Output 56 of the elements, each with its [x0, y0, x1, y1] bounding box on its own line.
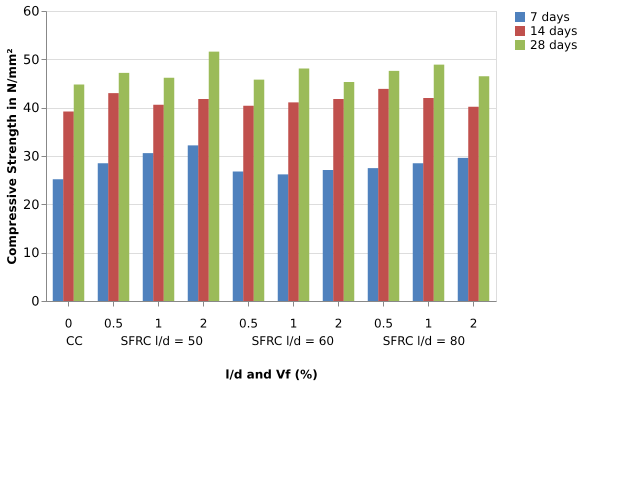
bar: [478, 76, 490, 301]
bar: [388, 70, 400, 301]
x-tick-label: 2: [334, 316, 342, 330]
bar: [63, 112, 74, 301]
x-tick-label: 2: [200, 316, 208, 330]
y-tick-label: 60: [22, 4, 40, 20]
x-tick-label: 0: [64, 316, 72, 330]
bar: [142, 153, 154, 301]
bar: [118, 72, 130, 301]
y-tick-label: 50: [22, 52, 40, 68]
x-tick-label: 0.5: [374, 316, 394, 330]
text: CC: [66, 334, 83, 348]
y-tick-label: 10: [22, 246, 40, 262]
bar: [423, 98, 434, 301]
y-tick-label: 30: [22, 150, 40, 164]
y-tick-label: 20: [22, 198, 40, 213]
x-tick-label: 1: [290, 316, 298, 330]
bar: [368, 168, 378, 301]
bar: [322, 170, 334, 301]
x-axis-title: l/d and Vf (%): [225, 368, 318, 382]
y-tick-label: 40: [22, 101, 40, 116]
bar: [278, 174, 288, 301]
legend-label: 7 days: [530, 10, 570, 24]
bar: [298, 68, 310, 301]
bar: [412, 163, 424, 301]
bar: [188, 145, 198, 301]
bar: [288, 102, 299, 301]
bar: [434, 64, 444, 301]
bar: [164, 78, 174, 301]
x-tick-label: 0.5: [238, 316, 258, 330]
bar: [198, 98, 209, 301]
x-tick-label: 1: [154, 316, 162, 330]
bar: [74, 84, 84, 301]
bar: [458, 158, 468, 301]
y-tick-label: 0: [31, 294, 40, 310]
text: SFRC l/d = 50: [120, 334, 203, 348]
bar: [153, 104, 164, 301]
x-tick-label: 1: [424, 316, 432, 330]
x-tick-label: 2: [470, 316, 478, 330]
bar: [468, 106, 479, 301]
text: SFRC l/d = 60: [252, 334, 334, 348]
bar: [378, 88, 389, 301]
bar: [254, 80, 264, 301]
bar: [208, 52, 220, 301]
legend-label: 28 days: [530, 38, 578, 52]
y-axis-title: Compressive Strength in N/mm²: [4, 48, 19, 265]
bar: [98, 163, 108, 301]
legend-label: 14 days: [530, 24, 578, 38]
text: SFRC l/d = 80: [382, 334, 466, 348]
x-tick-label: 0.5: [104, 316, 124, 330]
bar: [52, 179, 64, 301]
bar: [344, 82, 354, 301]
bar: [232, 171, 244, 301]
bar: [333, 98, 344, 301]
bar: [108, 93, 119, 301]
bar: [243, 106, 254, 301]
